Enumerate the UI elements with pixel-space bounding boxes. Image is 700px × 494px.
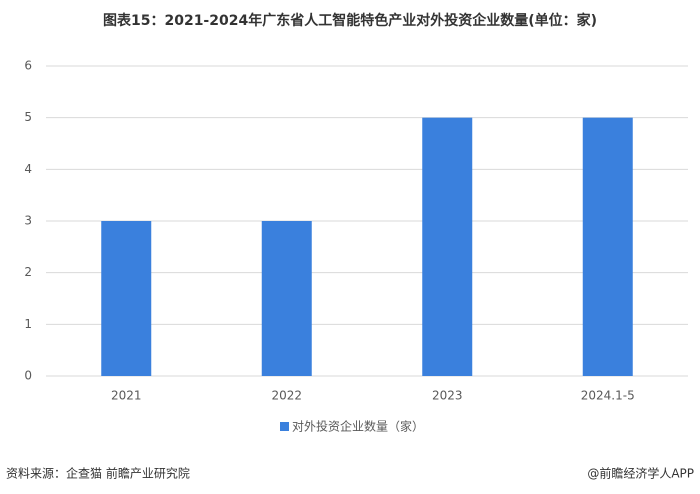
y-tick-label: 0 [24,369,32,383]
x-tick-label: 2021 [111,389,142,403]
bar [101,221,152,376]
legend-swatch [280,422,289,431]
legend-label: 对外投资企业数量（家） [292,419,424,434]
x-tick-label: 2023 [432,389,463,403]
bar [261,221,312,376]
y-tick-label: 1 [24,317,32,331]
source: 资料来源：企查猫 前瞻产业研究院 [6,466,190,481]
x-tick-label: 2022 [271,389,302,403]
y-tick-label: 3 [24,214,32,228]
bar [582,117,633,377]
x-tick-label: 2024.1-5 [581,389,635,403]
chart-title: 图表15：2021-2024年广东省人工智能特色产业对外投资企业数量(单位：家) [103,12,597,29]
y-tick-label: 6 [24,59,32,73]
y-tick-label: 5 [24,110,32,124]
y-tick-label: 4 [24,162,32,176]
bar [422,117,473,377]
y-tick-label: 2 [24,265,32,279]
credit: @前瞻经济学人APP [587,466,694,481]
